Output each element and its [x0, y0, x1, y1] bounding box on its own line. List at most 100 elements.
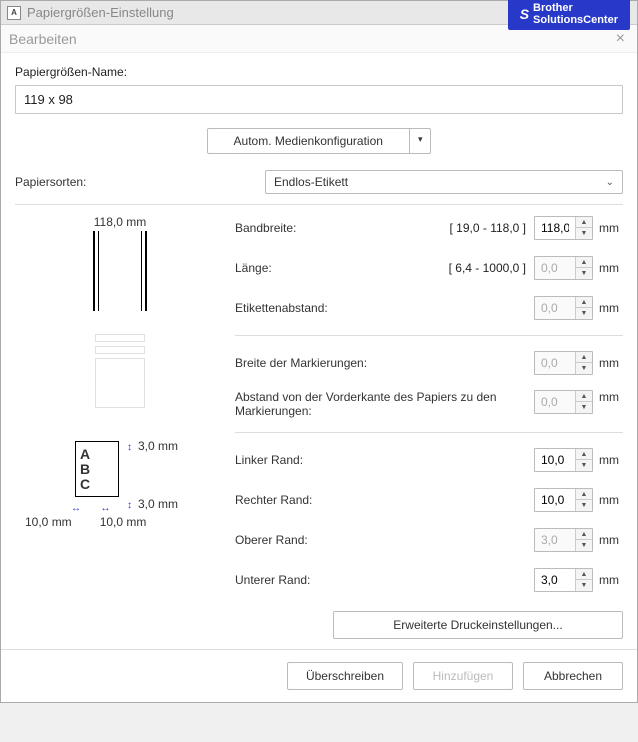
- param-range-bandbreite: [ 19,0 - 118,0 ]: [450, 221, 527, 235]
- preview-tape: 118,0 mm: [15, 215, 225, 314]
- preview-margin-top: 3,0 mm: [127, 439, 178, 453]
- auto-media-config-label: Autom. Medienkonfiguration: [208, 129, 410, 153]
- param-row-markbreite: Breite der Markierungen: ▲▼ mm: [235, 350, 623, 376]
- spinner-up-icon: ▲: [576, 529, 592, 540]
- param-row-etikett: Etikettenabstand: ▲▼ mm: [235, 295, 623, 321]
- brother-line2: SolutionsCenter: [533, 14, 618, 26]
- brother-solutions-link[interactable]: S Brother SolutionsCenter: [508, 0, 630, 30]
- param-spinner-unterer[interactable]: ▲▼: [534, 568, 593, 592]
- spinner-down-icon: ▼: [576, 363, 592, 374]
- param-label-etikett: Etikettenabstand:: [235, 301, 528, 315]
- param-spinner-markbreite: ▲▼: [534, 351, 593, 375]
- param-spinner-markabstand: ▲▼: [534, 390, 593, 414]
- preview-marks-ghost: [15, 334, 225, 411]
- inner-title: Bearbeiten: [9, 31, 612, 47]
- advanced-print-settings-button[interactable]: Erweiterte Druckeinstellungen...: [333, 611, 623, 639]
- spinner-up-icon: ▲: [576, 297, 592, 308]
- param-row-markabstand: Abstand von der Vorderkante des Papiers …: [235, 390, 623, 418]
- param-input-bandbreite[interactable]: [535, 217, 575, 239]
- divider: [15, 204, 623, 205]
- spinner-up-icon: ▲: [576, 257, 592, 268]
- param-unit: mm: [599, 221, 623, 235]
- outer-window: A Papiergrößen-Einstellung × S Brother S…: [0, 0, 638, 703]
- cancel-button[interactable]: Abbrechen: [523, 662, 623, 690]
- spinner-down-icon: ▼: [576, 402, 592, 413]
- param-spinner-oberer: ▲▼: [534, 528, 593, 552]
- param-unit: mm: [599, 573, 623, 587]
- param-spinner-rechter[interactable]: ▲▼: [534, 488, 593, 512]
- spinner-up-icon: ▲: [576, 352, 592, 363]
- brother-line1: Brother: [533, 2, 618, 14]
- spinner-up-icon[interactable]: ▲: [576, 449, 592, 460]
- param-input-markabstand: [535, 391, 575, 413]
- spinner-up-icon[interactable]: ▲: [576, 569, 592, 580]
- paper-types-select[interactable]: Endlos-Etikett ⌄: [265, 170, 623, 194]
- spinner-down-icon[interactable]: ▼: [576, 460, 592, 471]
- param-label-bandbreite: Bandbreite:: [235, 221, 444, 235]
- inner-close-icon[interactable]: ×: [612, 30, 629, 48]
- preview-column: 118,0 mm 3,0 mm A B C ↔ ↔: [15, 215, 225, 639]
- param-row-rechter: Rechter Rand: ▲▼ mm: [235, 487, 623, 513]
- param-label-oberer: Oberer Rand:: [235, 533, 528, 547]
- param-spinner-etikett: ▲▼: [534, 296, 593, 320]
- param-unit: mm: [599, 493, 623, 507]
- name-label: Papiergrößen-Name:: [15, 65, 623, 79]
- paper-types-label: Papiersorten:: [15, 175, 245, 189]
- param-input-unterer[interactable]: [535, 569, 575, 591]
- param-input-laenge: [535, 257, 575, 279]
- chevron-down-icon: ⌄: [606, 177, 614, 188]
- param-row-bandbreite: Bandbreite: [ 19,0 - 118,0 ] ▲▼ mm: [235, 215, 623, 241]
- spinner-down-icon: ▼: [576, 268, 592, 279]
- dialog-buttons: Überschreiben Hinzufügen Abbrechen: [1, 649, 637, 702]
- spinner-down-icon: ▼: [576, 540, 592, 551]
- param-unit: mm: [599, 261, 623, 275]
- param-label-markabstand: Abstand von der Vorderkante des Papiers …: [235, 390, 528, 418]
- param-spinner-laenge: ▲▼: [534, 256, 593, 280]
- param-input-linker[interactable]: [535, 449, 575, 471]
- params-column: Bandbreite:[ 19,0 - 118,0 ]▲▼mmLänge:[ 6…: [235, 215, 623, 639]
- edit-dialog: Bearbeiten × Papiergrößen-Name: Autom. M…: [1, 25, 637, 702]
- param-spinner-linker[interactable]: ▲▼: [534, 448, 593, 472]
- preview-abc-c: C: [80, 477, 118, 492]
- param-label-unterer: Unterer Rand:: [235, 573, 528, 587]
- spinner-down-icon[interactable]: ▼: [576, 500, 592, 511]
- param-spinner-bandbreite[interactable]: ▲▼: [534, 216, 593, 240]
- param-row-unterer: Unterer Rand: ▲▼ mm: [235, 567, 623, 593]
- param-label-laenge: Länge:: [235, 261, 443, 275]
- spinner-up-icon: ▲: [576, 391, 592, 402]
- overwrite-button[interactable]: Überschreiben: [287, 662, 403, 690]
- param-unit: mm: [599, 301, 623, 315]
- param-label-markbreite: Breite der Markierungen:: [235, 356, 528, 370]
- section-divider: [235, 432, 623, 433]
- add-button: Hinzufügen: [413, 662, 513, 690]
- param-input-rechter[interactable]: [535, 489, 575, 511]
- preview-margin-right: 10,0 mm: [100, 515, 147, 529]
- param-row-laenge: Länge: [ 6,4 - 1000,0 ] ▲▼ mm: [235, 255, 623, 281]
- param-input-oberer: [535, 529, 575, 551]
- section-divider: [235, 335, 623, 336]
- param-input-markbreite: [535, 352, 575, 374]
- spinner-down-icon[interactable]: ▼: [576, 580, 592, 591]
- param-unit: mm: [599, 356, 623, 370]
- spinner-down-icon[interactable]: ▼: [576, 228, 592, 239]
- outer-titlebar: A Papiergrößen-Einstellung × S Brother S…: [1, 1, 637, 25]
- param-unit: mm: [599, 533, 623, 547]
- paper-size-name-input[interactable]: [15, 85, 623, 114]
- param-label-linker: Linker Rand:: [235, 453, 528, 467]
- preview-margin-left: 10,0 mm: [25, 515, 72, 529]
- paper-types-value: Endlos-Etikett: [274, 175, 348, 189]
- param-range-laenge: [ 6,4 - 1000,0 ]: [449, 261, 526, 275]
- brother-logo-icon: S: [520, 8, 529, 20]
- preview-margin-bottom: 3,0 mm: [127, 497, 178, 511]
- param-row-oberer: Oberer Rand: ▲▼ mm: [235, 527, 623, 553]
- app-icon: A: [7, 6, 21, 20]
- preview-margins: 3,0 mm A B C ↔ ↔ 3,0 mm 10,0 mm 10,0 mm: [15, 441, 225, 529]
- param-label-rechter: Rechter Rand:: [235, 493, 528, 507]
- auto-media-config-button[interactable]: Autom. Medienkonfiguration ▾: [207, 128, 432, 154]
- preview-abc-b: B: [80, 462, 118, 477]
- auto-media-config-dropdown[interactable]: ▾: [410, 129, 431, 153]
- spinner-down-icon: ▼: [576, 308, 592, 319]
- spinner-up-icon[interactable]: ▲: [576, 489, 592, 500]
- spinner-up-icon[interactable]: ▲: [576, 217, 592, 228]
- param-unit: mm: [599, 453, 623, 467]
